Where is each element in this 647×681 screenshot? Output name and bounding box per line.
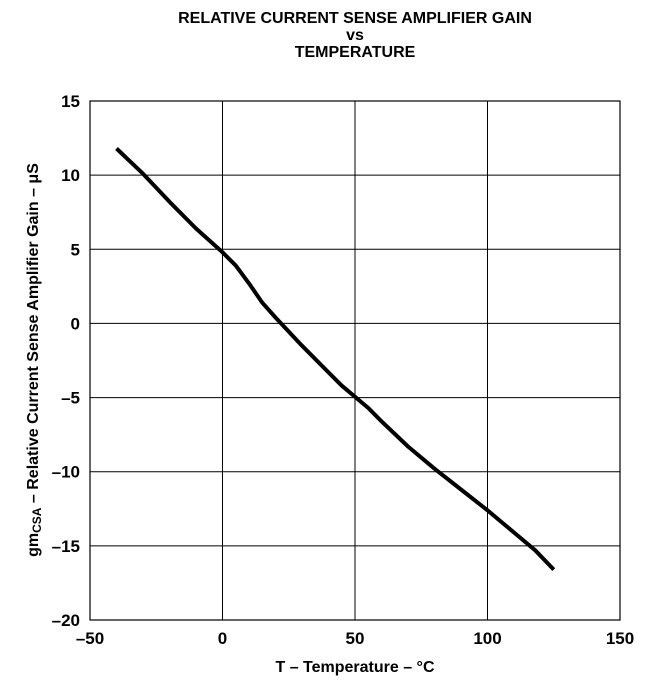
y-tick-label: –15: [52, 537, 80, 556]
x-tick-label: 0: [218, 629, 227, 648]
y-tick-label: –20: [52, 611, 80, 630]
chart-title-line-1: RELATIVE CURRENT SENSE AMPLIFIER GAIN: [178, 10, 532, 27]
chart-title-line-3: TEMPERATURE: [294, 44, 416, 61]
x-tick-label: 100: [473, 629, 501, 648]
x-axis-label: T – Temperature – °C: [275, 659, 434, 676]
x-tick-labels: –50 0 50 100 150: [76, 629, 634, 648]
y-tick-label: 5: [71, 240, 80, 259]
y-tick-label: 15: [61, 92, 80, 111]
y-tick-label: 0: [71, 314, 80, 333]
grid-lines: [90, 101, 620, 620]
series-group: [115, 147, 556, 571]
y-tick-labels: 15 10 5 0 –5 –10 –15 –20: [52, 92, 80, 630]
y-axis-label-subscript: CSA: [30, 507, 44, 533]
x-tick-label: 150: [606, 629, 634, 648]
y-tick-label: –10: [52, 463, 80, 482]
plot-area-frame: [89, 100, 621, 621]
y-tick-label: –5: [61, 389, 80, 408]
y-axis-label-prefix: gm: [25, 533, 42, 557]
x-tick-label: –50: [76, 629, 104, 648]
series-line: [115, 147, 556, 571]
y-axis-label-rest: – Relative Current Sense Amplifier Gain …: [25, 163, 42, 508]
x-tick-label: 50: [346, 629, 365, 648]
chart-title-line-2: vs: [346, 27, 364, 44]
y-tick-label: 10: [61, 166, 80, 185]
y-axis-label: gmCSA – Relative Current Sense Amplifier…: [25, 163, 44, 557]
